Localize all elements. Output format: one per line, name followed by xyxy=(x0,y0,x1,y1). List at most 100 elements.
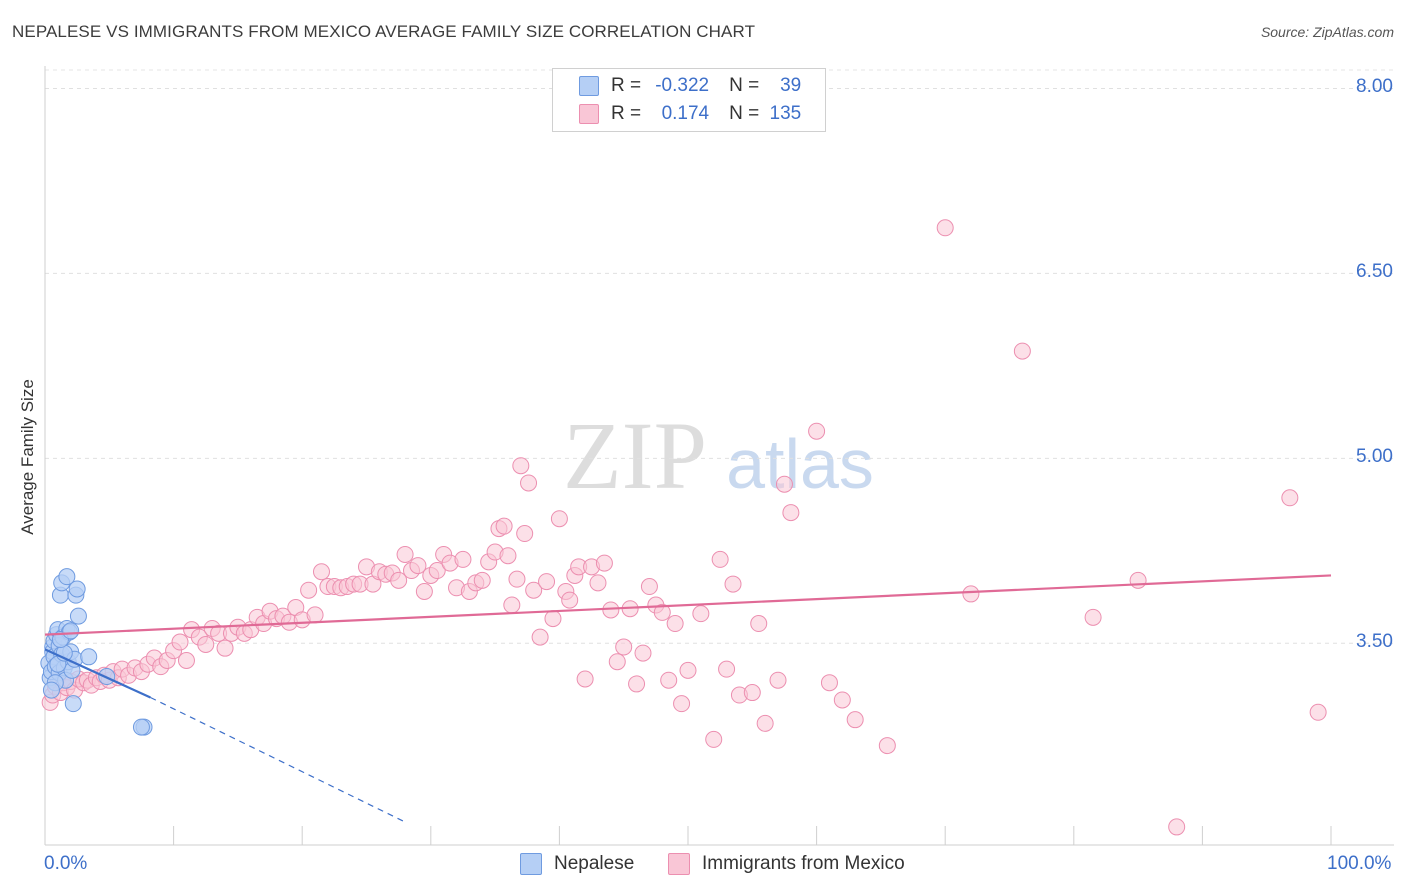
mexico-point xyxy=(576,670,594,688)
mexico-point xyxy=(775,475,793,493)
y-tick-label: 5.00 xyxy=(1356,446,1393,468)
mexico-point xyxy=(846,711,864,729)
mexico-point xyxy=(962,585,980,603)
mexico-point xyxy=(171,633,189,651)
nepalese-point xyxy=(64,695,82,713)
nepalese-point xyxy=(62,622,80,640)
mexico-point xyxy=(718,660,736,678)
mexico-point xyxy=(724,575,742,593)
legend-r-value-mexico: 0.174 xyxy=(661,103,710,124)
mexico-point xyxy=(589,574,607,592)
mexico-point xyxy=(820,674,838,692)
mexico-point xyxy=(516,525,534,543)
y-tick-label: 3.50 xyxy=(1356,631,1393,653)
watermark-atlas: atlas xyxy=(726,425,874,503)
bottom-legend-label-nepalese: Nepalese xyxy=(554,853,635,874)
mexico-point xyxy=(544,610,562,628)
mexico-point xyxy=(306,606,324,624)
mexico-point xyxy=(503,596,521,614)
mexico-point xyxy=(653,603,671,621)
mexico-point xyxy=(640,578,658,596)
mexico-point xyxy=(692,605,710,623)
mexico-point xyxy=(833,691,851,709)
legend-n-label: N = xyxy=(729,103,760,124)
watermark-zip: ZIP xyxy=(563,402,707,509)
mexico-point xyxy=(673,695,691,713)
mexico-point xyxy=(666,615,684,633)
mexico-point xyxy=(508,570,526,588)
mexico-point xyxy=(936,219,954,237)
mexico-point xyxy=(628,675,646,693)
source-credit: Source: ZipAtlas.com xyxy=(1260,24,1394,40)
mexico-point xyxy=(743,684,761,702)
correlation-legend: R = -0.322 N = 39 R = 0.174 N = 135 xyxy=(552,68,826,132)
mexico-point xyxy=(679,661,697,679)
chart-title: NEPALESE VS IMMIGRANTS FROM MEXICO AVERA… xyxy=(12,22,756,41)
mexico-point xyxy=(1309,703,1327,721)
mexico-point xyxy=(312,563,330,581)
nepalese-point xyxy=(69,607,87,625)
mexico-point xyxy=(602,601,620,619)
mexico-point xyxy=(473,571,491,589)
y-tick-label: 8.00 xyxy=(1356,76,1393,98)
mexico-point xyxy=(1281,489,1299,507)
legend-r-value-nepalese: -0.322 xyxy=(655,75,710,96)
mexico-point xyxy=(197,635,215,653)
mexico-point xyxy=(428,562,446,580)
legend-row-mexico: R = 0.174 N = 135 xyxy=(611,102,801,126)
mexico-point xyxy=(216,639,234,657)
mexico-point xyxy=(561,591,579,609)
mexico-point xyxy=(512,457,530,475)
trend-lines xyxy=(44,574,1332,823)
bottom-legend-nepalese: Nepalese xyxy=(520,851,634,877)
nepalese-trend-extension xyxy=(150,696,406,823)
mexico-point xyxy=(711,550,729,568)
mexico-point xyxy=(415,582,433,600)
nepalese-point xyxy=(80,648,98,666)
mexico-point xyxy=(520,474,538,492)
mexico-point xyxy=(531,628,549,646)
mexico-point xyxy=(756,714,774,732)
mexico-point xyxy=(454,550,472,568)
mexico-point xyxy=(499,547,517,565)
mexico-trend-line xyxy=(44,574,1332,636)
mexico-point xyxy=(525,581,543,599)
mexico-point xyxy=(615,638,633,656)
legend-n-value-nepalese: 39 xyxy=(780,75,802,96)
legend-swatch-mexico xyxy=(579,104,599,124)
mexico-point xyxy=(300,581,318,599)
x-tick-label-max: 100.0% xyxy=(1327,853,1392,874)
mexico-point xyxy=(1168,818,1186,836)
mexico-point xyxy=(878,737,896,755)
mexico-points xyxy=(41,219,1327,836)
legend-n-label: N = xyxy=(729,75,760,96)
bottom-legend-label-mexico: Immigrants from Mexico xyxy=(702,853,905,874)
nepalese-point xyxy=(132,718,150,736)
nepalese-trend-line xyxy=(44,648,151,699)
mexico-point xyxy=(608,653,626,671)
y-tick-label: 6.50 xyxy=(1356,261,1393,283)
mexico-point xyxy=(750,615,768,633)
mexico-point xyxy=(1013,342,1031,360)
mexico-point xyxy=(769,671,787,689)
mexico-point xyxy=(634,644,652,662)
mexico-point xyxy=(177,652,195,670)
nepalese-point xyxy=(42,681,60,699)
mexico-point xyxy=(495,517,513,535)
legend-swatch-nepalese xyxy=(579,76,599,96)
mexico-point xyxy=(660,671,678,689)
mexico-point xyxy=(1129,571,1147,589)
mexico-point xyxy=(705,730,723,748)
bottom-legend-swatch-mexico xyxy=(668,853,690,875)
mexico-point xyxy=(409,557,427,575)
mexico-point xyxy=(396,545,414,563)
mexico-point xyxy=(538,573,556,591)
mexico-point xyxy=(595,554,613,572)
mexico-point xyxy=(550,510,568,528)
legend-row-nepalese: R = -0.322 N = 39 xyxy=(611,74,801,98)
nepalese-point xyxy=(58,568,76,586)
legend-r-label: R = xyxy=(611,103,642,124)
nepalese-points xyxy=(40,568,153,736)
bottom-legend-swatch-nepalese xyxy=(520,853,542,875)
